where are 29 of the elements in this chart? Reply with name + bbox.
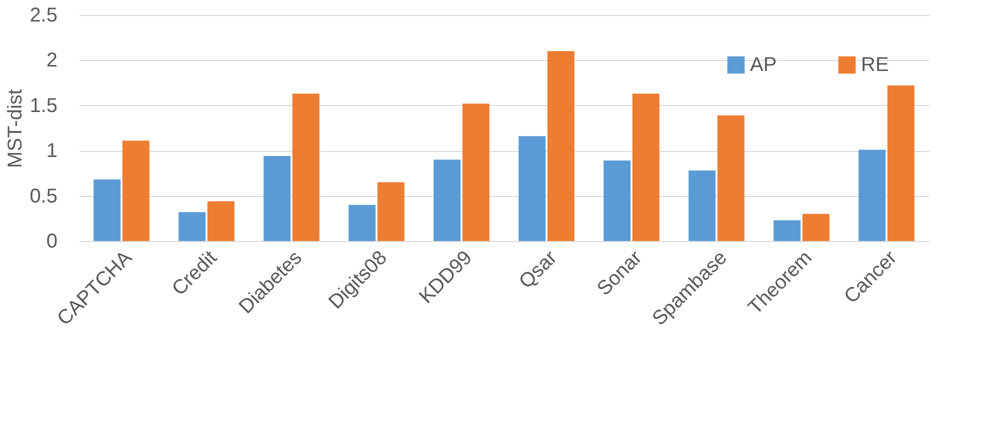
y-tick-label: 1.5	[30, 94, 58, 117]
bar	[348, 204, 376, 241]
y-tick-label: 0.5	[30, 185, 58, 208]
bar	[518, 136, 546, 241]
bar	[547, 51, 574, 241]
bar	[717, 115, 744, 241]
y-tick-label: 0	[46, 230, 58, 252]
bar	[94, 180, 121, 241]
bar	[632, 94, 660, 241]
y-tick-label: 2	[46, 50, 58, 72]
bar	[887, 86, 914, 241]
bar	[802, 214, 830, 241]
bar	[774, 220, 801, 241]
bar	[858, 150, 886, 241]
bar	[264, 156, 291, 241]
bar	[178, 212, 206, 241]
y-tick-label: 2.5	[30, 4, 58, 26]
legend-label: RE	[861, 54, 889, 76]
bar	[292, 94, 320, 241]
bar	[604, 160, 631, 241]
bar	[688, 170, 716, 241]
y-tick-label: 1	[46, 140, 58, 162]
bar	[207, 201, 234, 241]
bar	[377, 182, 404, 241]
bar	[122, 140, 150, 241]
bar	[434, 160, 461, 241]
legend-label: AP	[750, 54, 777, 76]
y-axis-title: MST-dist	[4, 88, 27, 168]
bar	[462, 104, 490, 241]
